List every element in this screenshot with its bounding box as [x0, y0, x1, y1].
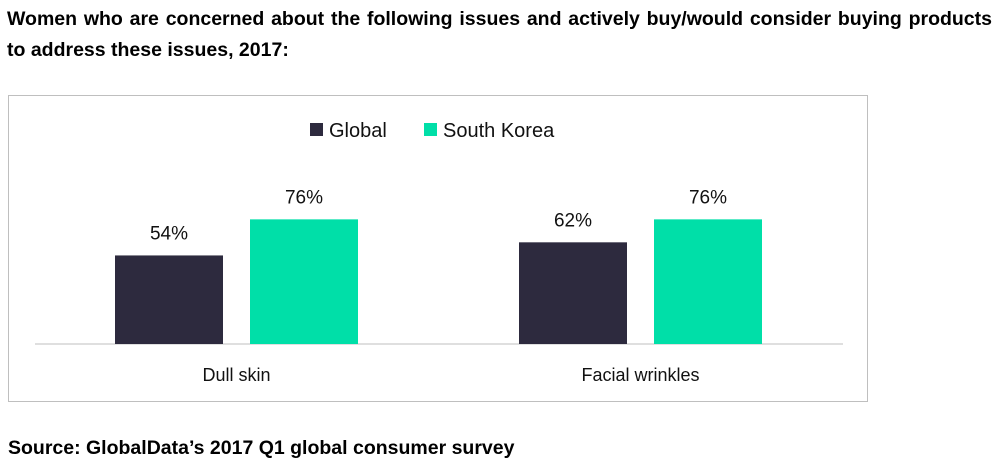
legend-swatch-global: [310, 123, 323, 136]
bar-global-dull-skin: [115, 255, 223, 344]
bar-chart: 54% 76% Dull skin 62% 76% Facial wrinkles Glob…: [35, 120, 843, 385]
chart-heading: Women who are concerned about the follow…: [7, 8, 992, 61]
data-label-south-korea-dull-skin: 76%: [285, 187, 323, 208]
chart-area: 54% 76% Dull skin 62% 76% Facial wrinkles Glob…: [8, 95, 868, 402]
bar-south-korea-facial-wrinkles: [654, 219, 762, 344]
data-label-global-dull-skin: 54%: [150, 223, 188, 244]
x-tick-label-facial-wrinkles: Facial wrinkles: [581, 365, 699, 385]
source-note: Source: GlobalData’s 2017 Q1 global cons…: [8, 437, 515, 459]
legend-label-south-korea: South Korea: [443, 120, 555, 142]
legend-swatch-south-korea: [424, 123, 437, 136]
x-tick-label-dull-skin: Dull skin: [202, 365, 270, 385]
bar-south-korea-dull-skin: [250, 219, 358, 344]
legend-label-global: Global: [329, 120, 387, 142]
bar-global-facial-wrinkles: [519, 242, 627, 344]
data-label-global-facial-wrinkles: 62%: [554, 210, 592, 231]
data-label-south-korea-facial-wrinkles: 76%: [689, 187, 727, 208]
